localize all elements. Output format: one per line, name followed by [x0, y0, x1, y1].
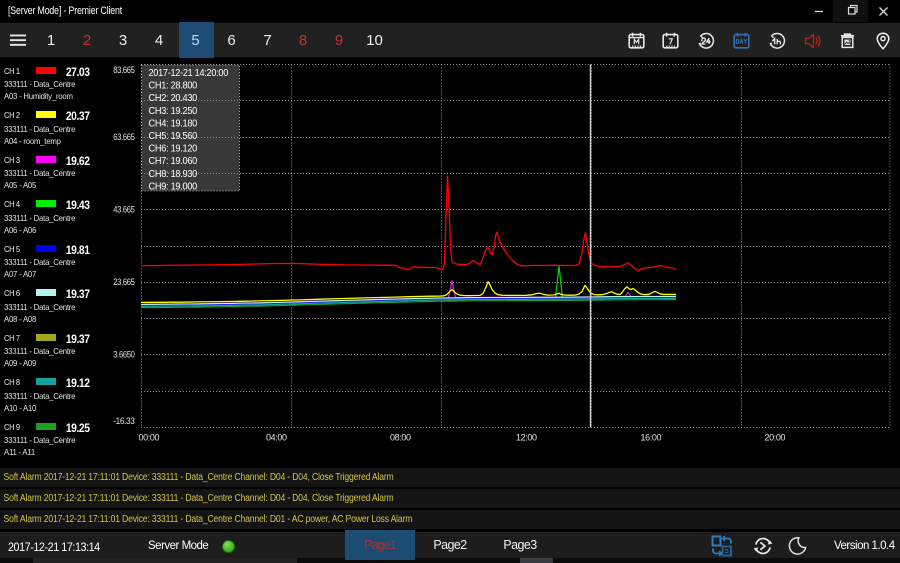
svg-text:CH9: 19.000: CH9: 19.000	[149, 181, 198, 192]
svg-text:CH4: 19.180: CH4: 19.180	[149, 118, 198, 129]
svg-text:CH6: 19.120: CH6: 19.120	[149, 144, 198, 155]
svg-text:CH1: 28.800: CH1: 28.800	[149, 81, 198, 92]
svg-text:08:00: 08:00	[390, 433, 411, 444]
svg-text:CH3: 19.250: CH3: 19.250	[149, 106, 198, 117]
svg-text:23.665: 23.665	[113, 277, 135, 287]
svg-text:2017-12-21 14:20:00: 2017-12-21 14:20:00	[149, 68, 229, 79]
svg-text:CH5: 19.560: CH5: 19.560	[149, 131, 198, 142]
svg-text:83.665: 83.665	[113, 65, 135, 75]
svg-text:CH8: 18.930: CH8: 18.930	[149, 169, 198, 180]
svg-text:CH7: 19.060: CH7: 19.060	[149, 156, 198, 167]
svg-text:43.665: 43.665	[113, 204, 135, 214]
svg-text:16:00: 16:00	[641, 433, 662, 444]
svg-text:04:00: 04:00	[266, 433, 287, 444]
svg-text:3.6650: 3.6650	[113, 350, 135, 360]
svg-text:12:00: 12:00	[516, 433, 537, 444]
svg-text:-16.33: -16.33	[113, 416, 135, 426]
svg-text:63.665: 63.665	[113, 132, 135, 142]
svg-text:CH2: 20.430: CH2: 20.430	[149, 93, 198, 104]
svg-text:20:00: 20:00	[765, 433, 786, 444]
svg-text:00:00: 00:00	[139, 433, 160, 444]
